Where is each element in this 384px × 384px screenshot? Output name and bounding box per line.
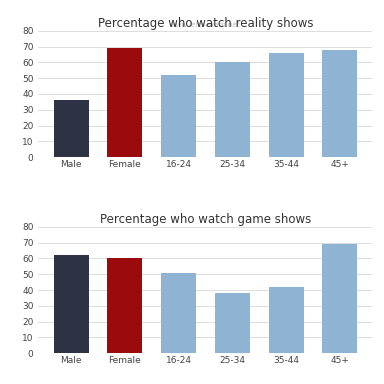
Bar [215, 293, 250, 353]
Bar [108, 258, 142, 353]
Text: www.ielts-exam.net: www.ielts-exam.net [171, 22, 240, 28]
Bar [268, 53, 303, 157]
Bar [161, 75, 196, 157]
Bar [268, 287, 303, 353]
Title: Percentage who watch game shows: Percentage who watch game shows [100, 213, 311, 226]
Bar [322, 50, 357, 157]
Bar [161, 273, 196, 353]
Bar [108, 48, 142, 157]
Bar [215, 62, 250, 157]
Bar [322, 244, 357, 353]
Bar [54, 255, 89, 353]
Bar [54, 100, 89, 157]
Title: Percentage who watch reality shows: Percentage who watch reality shows [98, 17, 313, 30]
